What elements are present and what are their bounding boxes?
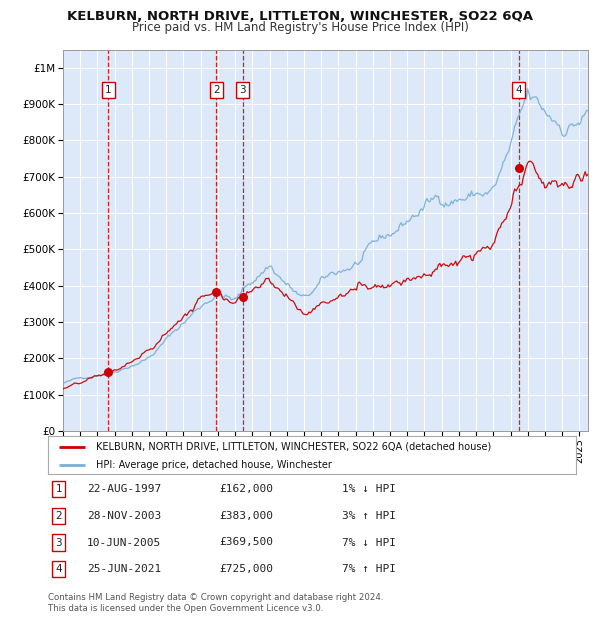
- Text: 1% ↓ HPI: 1% ↓ HPI: [342, 484, 396, 494]
- Text: £369,500: £369,500: [219, 538, 273, 547]
- Text: 3: 3: [55, 538, 62, 547]
- Text: £725,000: £725,000: [219, 564, 273, 574]
- Text: 1: 1: [105, 85, 112, 95]
- Text: Contains HM Land Registry data © Crown copyright and database right 2024.
This d: Contains HM Land Registry data © Crown c…: [48, 593, 383, 613]
- Text: 4: 4: [515, 85, 522, 95]
- Text: KELBURN, NORTH DRIVE, LITTLETON, WINCHESTER, SO22 6QA (detached house): KELBURN, NORTH DRIVE, LITTLETON, WINCHES…: [95, 441, 491, 451]
- Text: 25-JUN-2021: 25-JUN-2021: [87, 564, 161, 574]
- Text: 3% ↑ HPI: 3% ↑ HPI: [342, 511, 396, 521]
- Text: 4: 4: [55, 564, 62, 574]
- Text: 2: 2: [213, 85, 220, 95]
- Text: 10-JUN-2005: 10-JUN-2005: [87, 538, 161, 547]
- Text: 7% ↑ HPI: 7% ↑ HPI: [342, 564, 396, 574]
- Text: 28-NOV-2003: 28-NOV-2003: [87, 511, 161, 521]
- Text: HPI: Average price, detached house, Winchester: HPI: Average price, detached house, Winc…: [95, 459, 331, 470]
- Text: £162,000: £162,000: [219, 484, 273, 494]
- Text: 1: 1: [55, 484, 62, 494]
- Text: 2: 2: [55, 511, 62, 521]
- Text: 22-AUG-1997: 22-AUG-1997: [87, 484, 161, 494]
- Text: KELBURN, NORTH DRIVE, LITTLETON, WINCHESTER, SO22 6QA: KELBURN, NORTH DRIVE, LITTLETON, WINCHES…: [67, 10, 533, 23]
- Text: £383,000: £383,000: [219, 511, 273, 521]
- Text: Price paid vs. HM Land Registry's House Price Index (HPI): Price paid vs. HM Land Registry's House …: [131, 21, 469, 34]
- Text: 7% ↓ HPI: 7% ↓ HPI: [342, 538, 396, 547]
- Text: 3: 3: [239, 85, 246, 95]
